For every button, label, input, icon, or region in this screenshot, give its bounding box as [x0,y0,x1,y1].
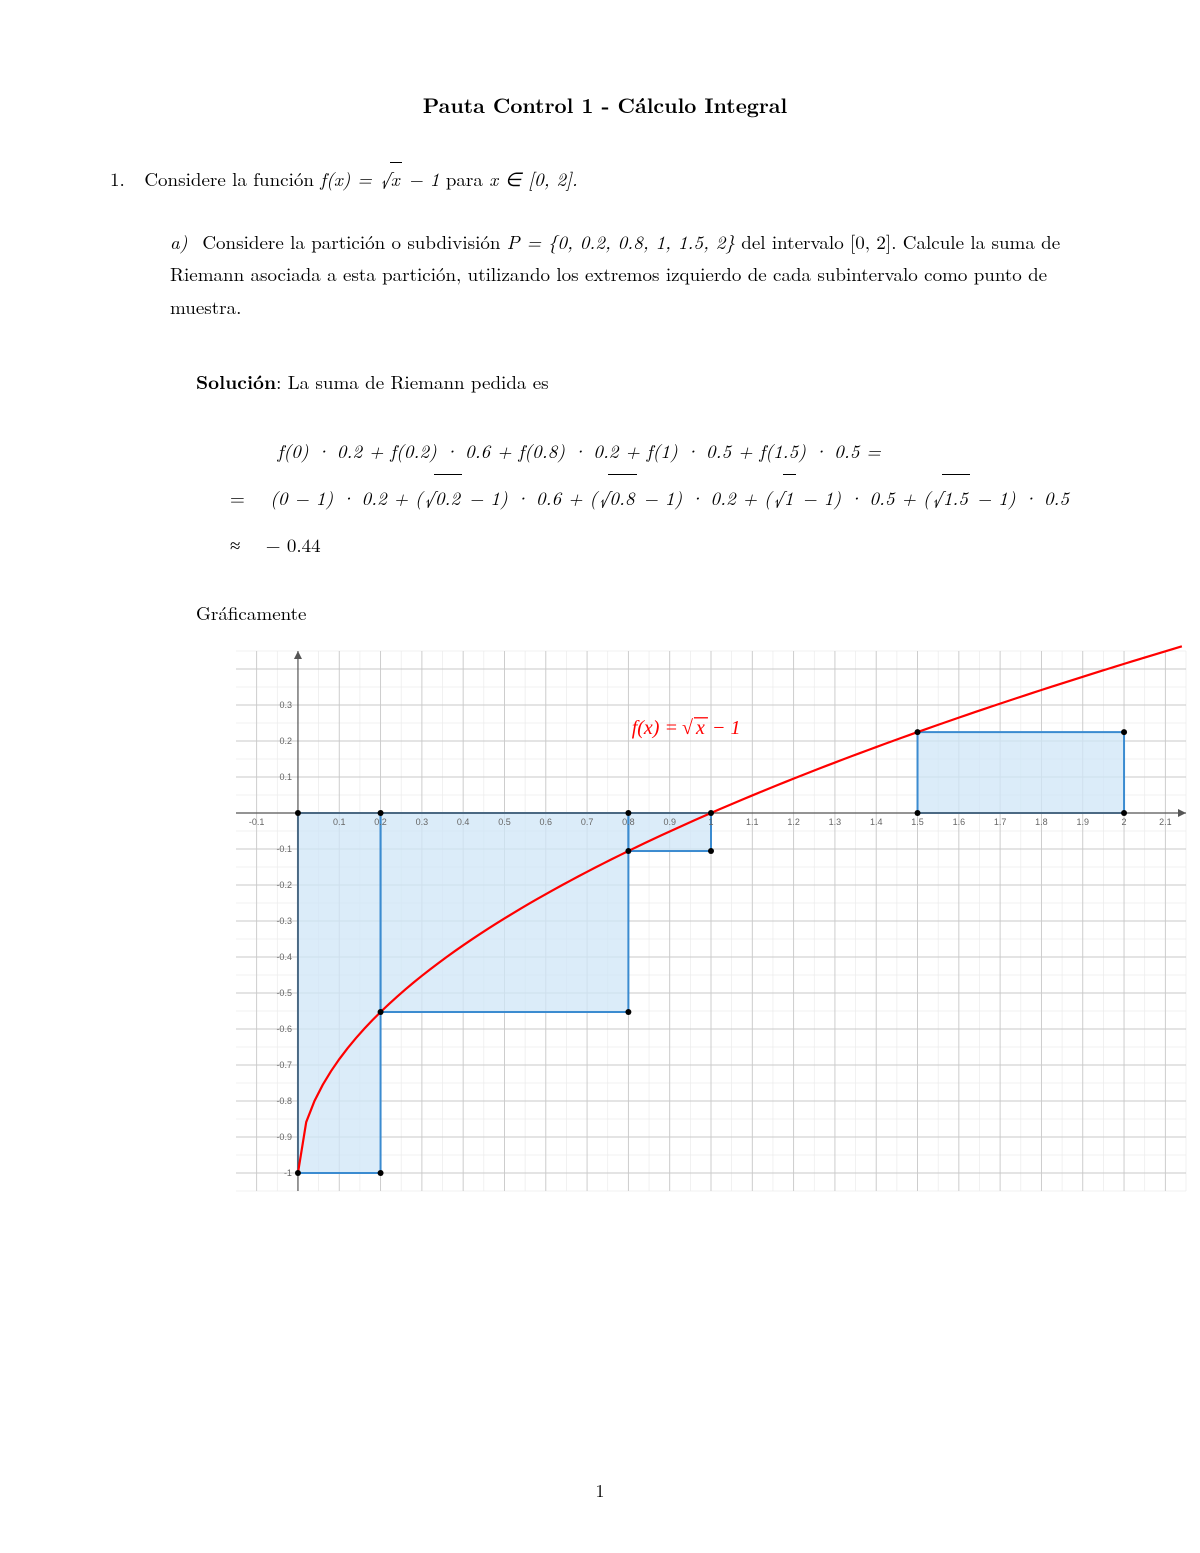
sub-label: a) [170,226,196,258]
svg-text:-0.7: -0.7 [276,1060,292,1070]
page: Pauta Control 1 - Cálculo Integral 1. Co… [0,0,1200,1553]
svg-text:1.1: 1.1 [746,817,759,827]
svg-text:0.8: 0.8 [622,817,635,827]
svg-text:1.5: 1.5 [911,817,924,827]
svg-text:√: √ [682,717,693,739]
svg-text:2.1: 2.1 [1159,817,1172,827]
svg-text:-0.3: -0.3 [276,916,292,926]
svg-text:-0.1: -0.1 [249,817,265,827]
problem-1: 1. Considere la función f(x) = x − 1 par… [110,162,1100,1201]
eqn-line-1: f(0) · 0.2 + f(0.2) · 0.6 + f(0.8) · 0.2… [230,428,1100,474]
riemann-chart: -0.1 0.1 0.2 0.3 0.4 0.5 0.6 0.7 0.8 0.9 1 1.1 1.2 1.… [196,641,1196,1201]
svg-text:1: 1 [708,817,713,827]
svg-text:1.3: 1.3 [829,817,842,827]
svg-text:-0.1: -0.1 [276,844,292,854]
svg-text:0.1: 0.1 [279,772,292,782]
eqn-line-2: = (0 − 1) · 0.2 + (0.2 − 1) · 0.6 + (0.8… [230,474,1100,522]
svg-text:0.7: 0.7 [581,817,594,827]
solution-heading: Solución: La suma de Riemann pedida es [196,365,1100,398]
graphically-label: Gráficamente [196,597,1100,629]
riemann-chart-container: -0.1 0.1 0.2 0.3 0.4 0.5 0.6 0.7 0.8 0.9 1 1.1 1.2 1.… [196,641,1100,1201]
problem-intro: Considere la función f(x) = x − 1 para x… [144,165,577,192]
svg-text:2: 2 [1122,817,1127,827]
equation-block: f(0) · 0.2 + f(0.2) · 0.6 + f(0.8) · 0.2… [230,428,1100,567]
svg-text:− 1: − 1 [712,717,741,739]
partition-set: P = {0, 0.2, 0.8, 1, 1.5, 2} [507,228,735,255]
svg-text:-0.8: -0.8 [276,1096,292,1106]
svg-text:0.5: 0.5 [498,817,511,827]
page-number: 1 [0,1478,1200,1503]
svg-text:0.1: 0.1 [333,817,346,827]
subproblem-a: a) Considere la partición o subdivisión … [170,226,1100,323]
problem-number: 1. [110,163,138,195]
function-def: f(x) = x − 1 [320,165,439,192]
svg-text:f(x) =: f(x) = [632,717,678,739]
svg-text:-0.5: -0.5 [276,988,292,998]
eqn-line-3: ≈ − 0.44 [230,522,1100,568]
svg-text:1.2: 1.2 [787,817,800,827]
svg-text:1.9: 1.9 [1076,817,1089,827]
svg-text:-0.9: -0.9 [276,1132,292,1142]
svg-text:-1: -1 [284,1168,292,1178]
svg-text:0.6: 0.6 [540,817,553,827]
svg-text:0.2: 0.2 [279,736,292,746]
svg-text:x: x [695,717,705,739]
svg-text:-0.4: -0.4 [276,952,292,962]
doc-title: Pauta Control 1 - Cálculo Integral [110,90,1100,120]
svg-text:1.6: 1.6 [953,817,966,827]
sub-body: Considere la partición o subdivisión P =… [170,228,1060,320]
svg-text:-0.2: -0.2 [276,880,292,890]
svg-text:0.3: 0.3 [279,700,292,710]
svg-text:1.8: 1.8 [1035,817,1048,827]
svg-text:1.4: 1.4 [870,817,883,827]
svg-text:1.7: 1.7 [994,817,1007,827]
svg-text:0.9: 0.9 [663,817,676,827]
svg-text:0.3: 0.3 [416,817,429,827]
svg-text:0.4: 0.4 [457,817,470,827]
svg-text:-0.6: -0.6 [276,1024,292,1034]
domain: x ∈ [0, 2]. [489,165,578,192]
svg-text:0.2: 0.2 [374,817,387,827]
